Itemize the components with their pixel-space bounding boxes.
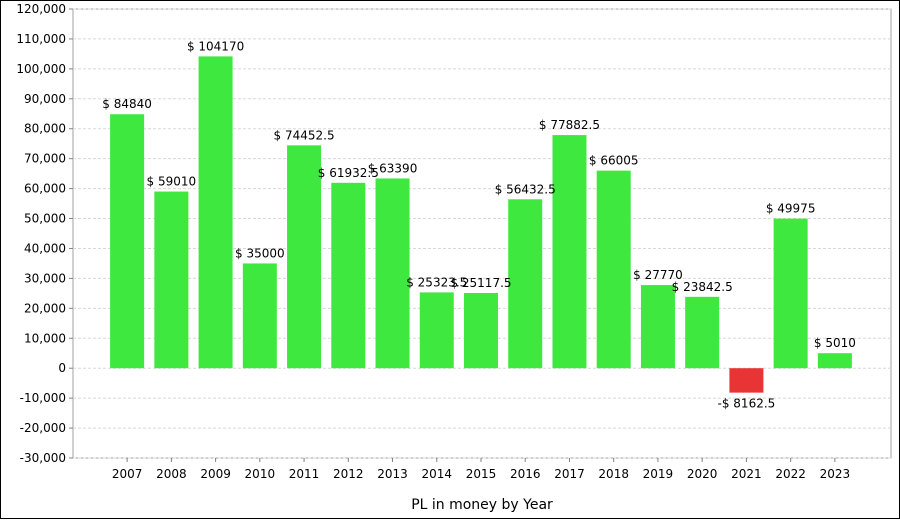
data-label-2019: $ 27770	[633, 268, 683, 282]
bar-2022	[773, 218, 808, 369]
bar-2013	[375, 178, 410, 369]
data-label-2023: $ 5010	[814, 336, 856, 350]
y-tick-label: 70,000	[24, 152, 66, 166]
bar-2016	[508, 199, 543, 369]
bar-2023	[817, 353, 852, 369]
data-label-2007: $ 84840	[102, 97, 152, 111]
bar-2017	[552, 135, 587, 369]
y-tick-label: -20,000	[20, 421, 66, 435]
data-label-2017: $ 77882.5	[539, 118, 600, 132]
data-label-2014: $ 25323.5	[406, 275, 467, 289]
x-tick-label: 2019	[643, 467, 674, 481]
y-tick-label: 10,000	[24, 331, 66, 345]
bar-2009	[198, 56, 233, 369]
x-tick-label: 2012	[333, 467, 364, 481]
bar-2010	[242, 263, 277, 369]
y-tick-label: 30,000	[24, 271, 66, 285]
bar-2014	[419, 292, 454, 369]
bar-2007	[110, 114, 145, 369]
y-tick-label: 20,000	[24, 301, 66, 315]
data-label-2020: $ 23842.5	[672, 280, 733, 294]
data-label-2013: $ 63390	[368, 161, 418, 175]
data-labels: $ 84840 $ 59010 $ 104170 $ 35000 $ 74452.5 $ …	[102, 39, 856, 410]
data-label-2021: -$ 8162.5	[718, 397, 776, 411]
plot-area	[72, 8, 892, 459]
y-tick-label: 0	[58, 361, 66, 375]
x-tick-label: 2020	[687, 467, 718, 481]
y-tick-label: 100,000	[16, 62, 66, 76]
data-label-2011: $ 74452.5	[274, 128, 335, 142]
y-tick-label: 40,000	[24, 241, 66, 255]
x-tick-label: 2008	[156, 467, 187, 481]
y-axis-ticks: -30,000 -20,000 -10,000 0 10,000 20,000 30,000…	[16, 2, 73, 465]
bar-2015	[464, 293, 498, 369]
bar-2021	[729, 368, 764, 393]
bar-2019	[640, 285, 675, 369]
bar-2018	[596, 170, 631, 369]
y-tick-label: 60,000	[24, 182, 66, 196]
x-tick-label: 2016	[510, 467, 541, 481]
y-tick-label: 110,000	[16, 32, 66, 46]
x-tick-label: 2011	[289, 467, 320, 481]
y-tick-label: -30,000	[20, 451, 66, 465]
x-tick-label: 2014	[421, 467, 452, 481]
x-tick-label: 2015	[466, 467, 497, 481]
x-axis-title: PL in money by Year	[411, 497, 553, 513]
data-label-2008: $ 59010	[147, 175, 197, 189]
y-tick-label: 120,000	[16, 2, 66, 16]
y-tick-label: 50,000	[24, 212, 66, 226]
x-tick-label: 2018	[598, 467, 629, 481]
data-label-2016: $ 56432.5	[495, 182, 556, 196]
data-label-2018: $ 66005	[589, 154, 639, 168]
y-tick-label: 90,000	[24, 92, 66, 106]
data-label-2009: $ 104170	[187, 39, 244, 53]
x-tick-label: 2010	[245, 467, 276, 481]
bar-2020	[685, 296, 720, 369]
x-tick-label: 2013	[377, 467, 408, 481]
x-tick-label: 2009	[200, 467, 231, 481]
bar-2011	[287, 145, 322, 369]
data-label-2010: $ 35000	[235, 246, 285, 260]
x-tick-label: 2007	[112, 467, 143, 481]
x-tick-label: 2021	[731, 467, 762, 481]
bars	[110, 56, 852, 393]
bar-2008	[154, 191, 189, 369]
data-label-2022: $ 49975	[766, 202, 816, 216]
x-tick-label: 2022	[775, 467, 806, 481]
x-tick-label: 2017	[554, 467, 585, 481]
y-tick-label: -10,000	[20, 391, 66, 405]
x-axis-ticks: 2007 2008 2009 2010 2011 2012 2013 2014 2015 2016…	[112, 458, 850, 481]
y-tick-label: 80,000	[24, 122, 66, 136]
data-label-2015: $ 25117.5	[450, 276, 511, 290]
data-label-2012: $ 61932.5	[318, 166, 379, 180]
bar-2012	[331, 182, 366, 369]
x-tick-label: 2023	[820, 467, 851, 481]
